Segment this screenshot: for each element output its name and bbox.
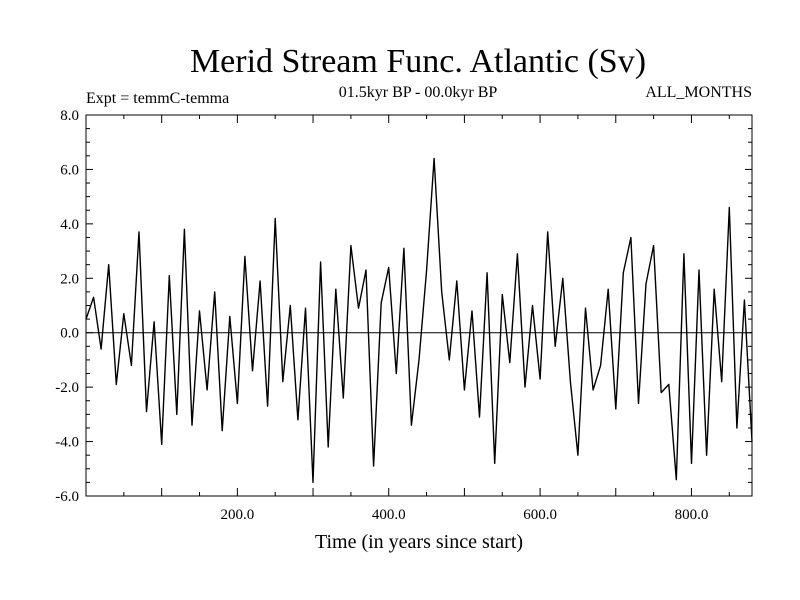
plot-area: -6.0 -4.0 -2.0 0.0 2.0 4.0 6.0 8.0 200.0 400.0 600… <box>55 108 753 523</box>
chart-subtitle-left: Expt = temmC-temma <box>86 90 229 107</box>
y-tick-label: 0.0 <box>60 326 79 342</box>
y-tick-label: -4.0 <box>55 435 79 451</box>
chart-subtitle-right: ALL_MONTHS <box>645 84 752 101</box>
data-series-line <box>85 157 753 484</box>
chart-subtitle-center: 01.5kyr BP - 00.0kyr BP <box>339 84 498 101</box>
x-axis-label: Time (in years since start) <box>315 531 523 553</box>
x-tick-label: 400.0 <box>372 507 406 523</box>
y-tick-label: 2.0 <box>60 271 79 287</box>
y-tick-label: -2.0 <box>55 380 79 396</box>
x-tick-label: 200.0 <box>220 507 254 523</box>
x-tick-label: 800.0 <box>675 507 709 523</box>
plot-frame <box>85 114 753 497</box>
y-tick-label: -6.0 <box>55 489 79 505</box>
x-tick-label: 600.0 <box>523 507 557 523</box>
chart-title: Merid Stream Func. Atlantic (Sv) <box>190 43 646 80</box>
y-tick-label: 4.0 <box>60 217 79 233</box>
y-tick-label: 6.0 <box>60 162 79 178</box>
y-tick-label: 8.0 <box>60 108 79 124</box>
